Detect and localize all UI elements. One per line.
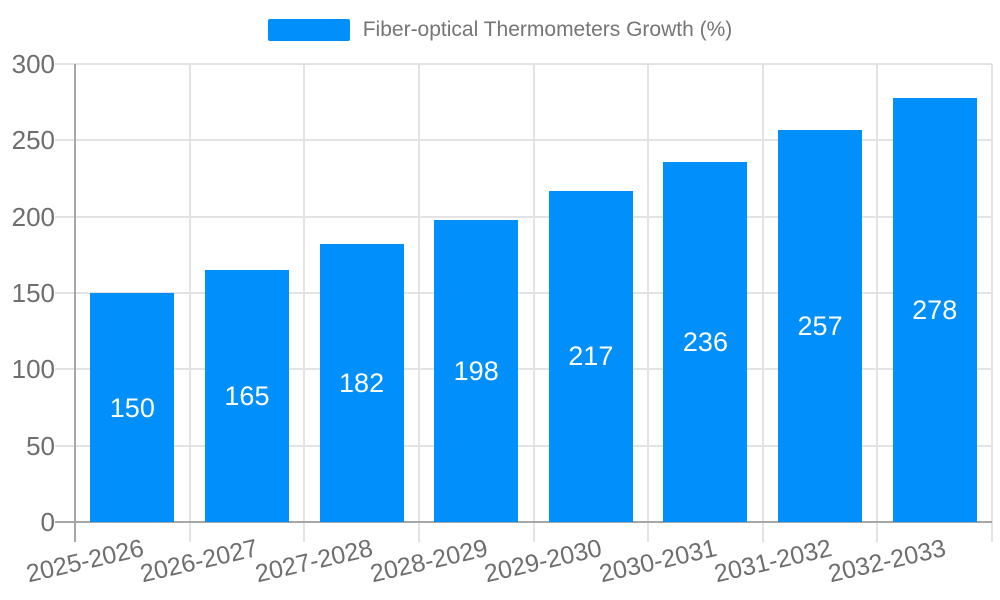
x-gridline [991, 64, 993, 542]
bar[interactable] [663, 161, 748, 522]
x-gridline [532, 64, 535, 542]
bar[interactable] [204, 270, 289, 522]
y-gridline [55, 139, 992, 142]
bar-value-label: 198 [453, 355, 499, 386]
bar-value-label: 217 [568, 341, 614, 372]
bar[interactable] [434, 219, 519, 522]
bar-value-label: 257 [797, 310, 843, 341]
y-gridline [55, 63, 992, 65]
y-axis-tick-label: 100 [11, 354, 55, 385]
legend-swatch [267, 19, 350, 41]
bar-value-label: 278 [912, 294, 958, 325]
bar-value-label: 182 [339, 368, 385, 399]
y-axis-tick-label: 200 [11, 201, 55, 232]
y-axis-tick-label: 50 [26, 430, 55, 461]
x-axis-tick-label: 2030-2031 [596, 534, 720, 589]
bar-value-label: 165 [224, 381, 270, 412]
x-axis-tick-label: 2029-2030 [481, 534, 605, 589]
x-gridline [303, 64, 306, 542]
bar[interactable] [548, 190, 633, 522]
bar[interactable] [892, 97, 977, 522]
x-axis-tick-label: 2026-2027 [137, 534, 261, 589]
x-gridline [417, 64, 420, 542]
legend[interactable]: Fiber-optical Thermometers Growth (%) [0, 18, 1000, 42]
bar[interactable] [778, 129, 863, 522]
x-gridline [876, 64, 879, 542]
bar[interactable] [90, 293, 175, 522]
y-axis-tick-label: 300 [11, 49, 55, 79]
y-axis-tick-label: 150 [11, 278, 55, 308]
x-axis-tick-label: 2025-2026 [23, 534, 147, 589]
x-axis-line [55, 521, 992, 523]
y-gridline [55, 444, 992, 447]
legend-label: Fiber-optical Thermometers Growth (%) [362, 18, 733, 41]
y-gridline [55, 215, 992, 218]
x-gridline [647, 64, 650, 542]
bar[interactable] [319, 244, 404, 522]
y-gridline [55, 292, 992, 294]
x-axis-tick-label: 2031-2032 [711, 534, 834, 589]
x-axis-tick-label: 2028-2029 [367, 534, 491, 589]
x-gridline [188, 64, 191, 542]
y-axis-line [74, 64, 76, 542]
y-axis-tick-label: 250 [11, 125, 55, 156]
x-axis-tick-label: 2027-2028 [252, 534, 376, 589]
bar-value-label: 236 [682, 326, 728, 357]
bar-value-label: 150 [109, 392, 155, 423]
y-gridline [55, 368, 992, 371]
x-gridline [761, 64, 764, 542]
x-axis-tick-label: 2032-2033 [825, 534, 949, 589]
y-axis-tick-label: 0 [40, 507, 55, 537]
